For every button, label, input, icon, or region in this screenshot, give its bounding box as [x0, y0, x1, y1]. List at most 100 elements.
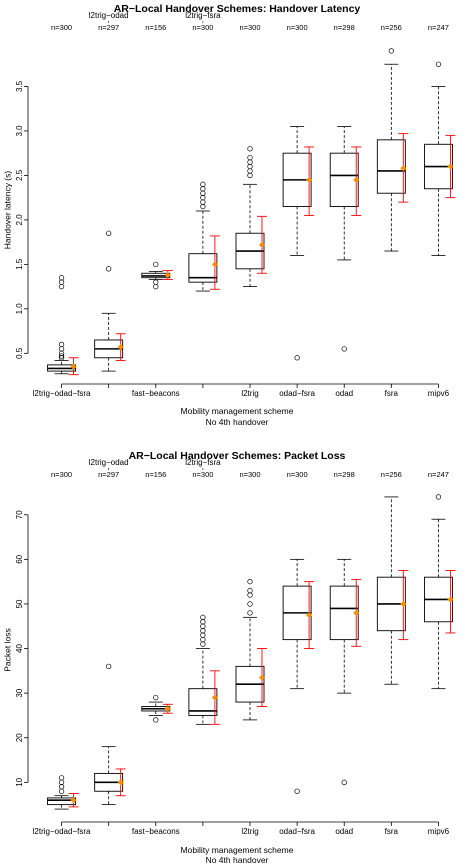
- sample-size-label: n=298: [334, 23, 355, 32]
- outlier-point: [247, 610, 253, 616]
- x-tick-label: fast−beacons: [132, 389, 180, 398]
- sample-size-label: n=256: [381, 470, 402, 479]
- x-axis-label: Mobility management scheme: [181, 406, 294, 416]
- x-tick-label: mipv6: [428, 827, 450, 836]
- y-tick-label: 2.5: [15, 169, 24, 181]
- mean-marker: [258, 674, 266, 681]
- mean-marker: [447, 163, 454, 170]
- box-iqr: [376, 139, 406, 194]
- y-tick-label: 3.5: [15, 80, 24, 92]
- outlier-point: [153, 717, 159, 723]
- outlier-point: [247, 601, 253, 607]
- x-axis-sublabel: No 4th handover: [206, 855, 269, 865]
- y-axis-label: Packet loss: [2, 628, 12, 671]
- top-category-label: l2trig−odad: [89, 11, 129, 20]
- sample-size-label: n=247: [428, 470, 449, 479]
- y-tick-label: 20: [15, 733, 24, 742]
- mean-marker: [211, 261, 219, 268]
- y-tick-label: 30: [15, 688, 24, 697]
- box-iqr: [188, 253, 218, 283]
- x-tick-label: fast−beacons: [132, 827, 180, 836]
- mean-marker: [353, 609, 360, 617]
- sample-size-label: n=300: [287, 470, 308, 479]
- outlier-point: [435, 494, 442, 500]
- y-axis-label: Handover latency (s): [2, 171, 12, 250]
- x-tick-label: odad−fsra: [279, 389, 315, 398]
- sample-size-label: n=300: [287, 23, 308, 32]
- outlier-point: [153, 279, 159, 285]
- sample-size-label: n=300: [239, 23, 260, 32]
- outlier-point: [106, 230, 112, 236]
- outlier-point: [247, 578, 253, 585]
- x-tick-label: l2trig: [241, 389, 258, 398]
- outlier-point: [200, 614, 206, 620]
- outlier-point: [341, 346, 347, 352]
- top-category-label: l2trig−fsra: [185, 458, 221, 467]
- outlier-point: [153, 694, 159, 701]
- outlier-point: [247, 587, 253, 594]
- box-iqr: [188, 688, 218, 716]
- x-tick-label: l2trig−odad−fsra: [33, 827, 91, 836]
- x-tick-label: fsra: [385, 389, 399, 398]
- y-tick-label: 1.0: [15, 303, 24, 315]
- y-tick-label: 40: [15, 644, 24, 653]
- outlier-point: [58, 355, 65, 361]
- y-tick-label: 0.5: [15, 347, 24, 359]
- outlier-point: [153, 261, 159, 268]
- mean-marker: [258, 241, 266, 248]
- outlier-point: [247, 146, 253, 152]
- x-tick-label: odad−fsra: [279, 827, 315, 836]
- mean-marker: [164, 271, 171, 279]
- x-tick-label: fsra: [385, 827, 399, 836]
- mean-marker: [211, 694, 219, 701]
- mean-marker: [305, 176, 313, 184]
- y-tick-label: 1.5: [15, 258, 24, 270]
- sample-size-label: n=298: [334, 470, 355, 479]
- outlier-point: [341, 779, 347, 785]
- sample-size-label: n=300: [51, 470, 72, 479]
- outlier-point: [58, 353, 65, 359]
- mean-marker: [353, 176, 360, 184]
- x-tick-label: mipv6: [428, 389, 450, 398]
- x-tick-label: l2trig−odad−fsra: [33, 389, 91, 398]
- outlier-point: [106, 663, 112, 670]
- chart-title: AR−Local Handover Schemes: Handover Late…: [114, 3, 361, 15]
- top-category-label: l2trig−odad: [89, 458, 129, 467]
- y-tick-label: 10: [15, 777, 24, 786]
- x-tick-label: l2trig: [241, 827, 258, 836]
- sample-size-label: n=156: [145, 23, 166, 32]
- sample-size-label: n=300: [51, 23, 72, 32]
- outlier-point: [58, 775, 65, 781]
- mean-marker: [70, 363, 77, 370]
- outlier-point: [200, 181, 206, 187]
- x-tick-label: odad: [335, 389, 353, 398]
- chart-panel-2: AR−Local Handover Schemes: Packet Loss 10…: [2, 450, 456, 865]
- mean-marker: [117, 343, 124, 351]
- outlier-point: [294, 788, 300, 794]
- outlier-point: [388, 48, 394, 54]
- sample-size-label: n=300: [192, 23, 213, 32]
- sample-size-label: n=247: [428, 23, 449, 32]
- sample-size-label: n=297: [98, 23, 119, 32]
- mean-marker: [400, 600, 407, 608]
- outlier-point: [106, 266, 112, 272]
- mean-marker: [305, 611, 313, 619]
- y-tick-label: 50: [15, 599, 24, 608]
- sample-size-label: n=156: [145, 470, 166, 479]
- y-tick-label: 70: [15, 510, 24, 519]
- mean-marker: [447, 596, 454, 603]
- outlier-point: [58, 275, 65, 281]
- sample-size-label: n=297: [98, 470, 119, 479]
- x-axis-label: Mobility management scheme: [181, 845, 294, 855]
- y-tick-label: 60: [15, 554, 24, 563]
- sample-size-label: n=256: [381, 23, 402, 32]
- mean-marker: [117, 779, 124, 786]
- x-tick-label: odad: [335, 827, 353, 836]
- chart-title: AR−Local Handover Schemes: Packet Loss: [129, 450, 346, 462]
- outlier-point: [435, 61, 442, 67]
- mean-marker: [400, 165, 407, 172]
- outlier-point: [247, 154, 253, 161]
- y-tick-label: 3.0: [15, 125, 24, 137]
